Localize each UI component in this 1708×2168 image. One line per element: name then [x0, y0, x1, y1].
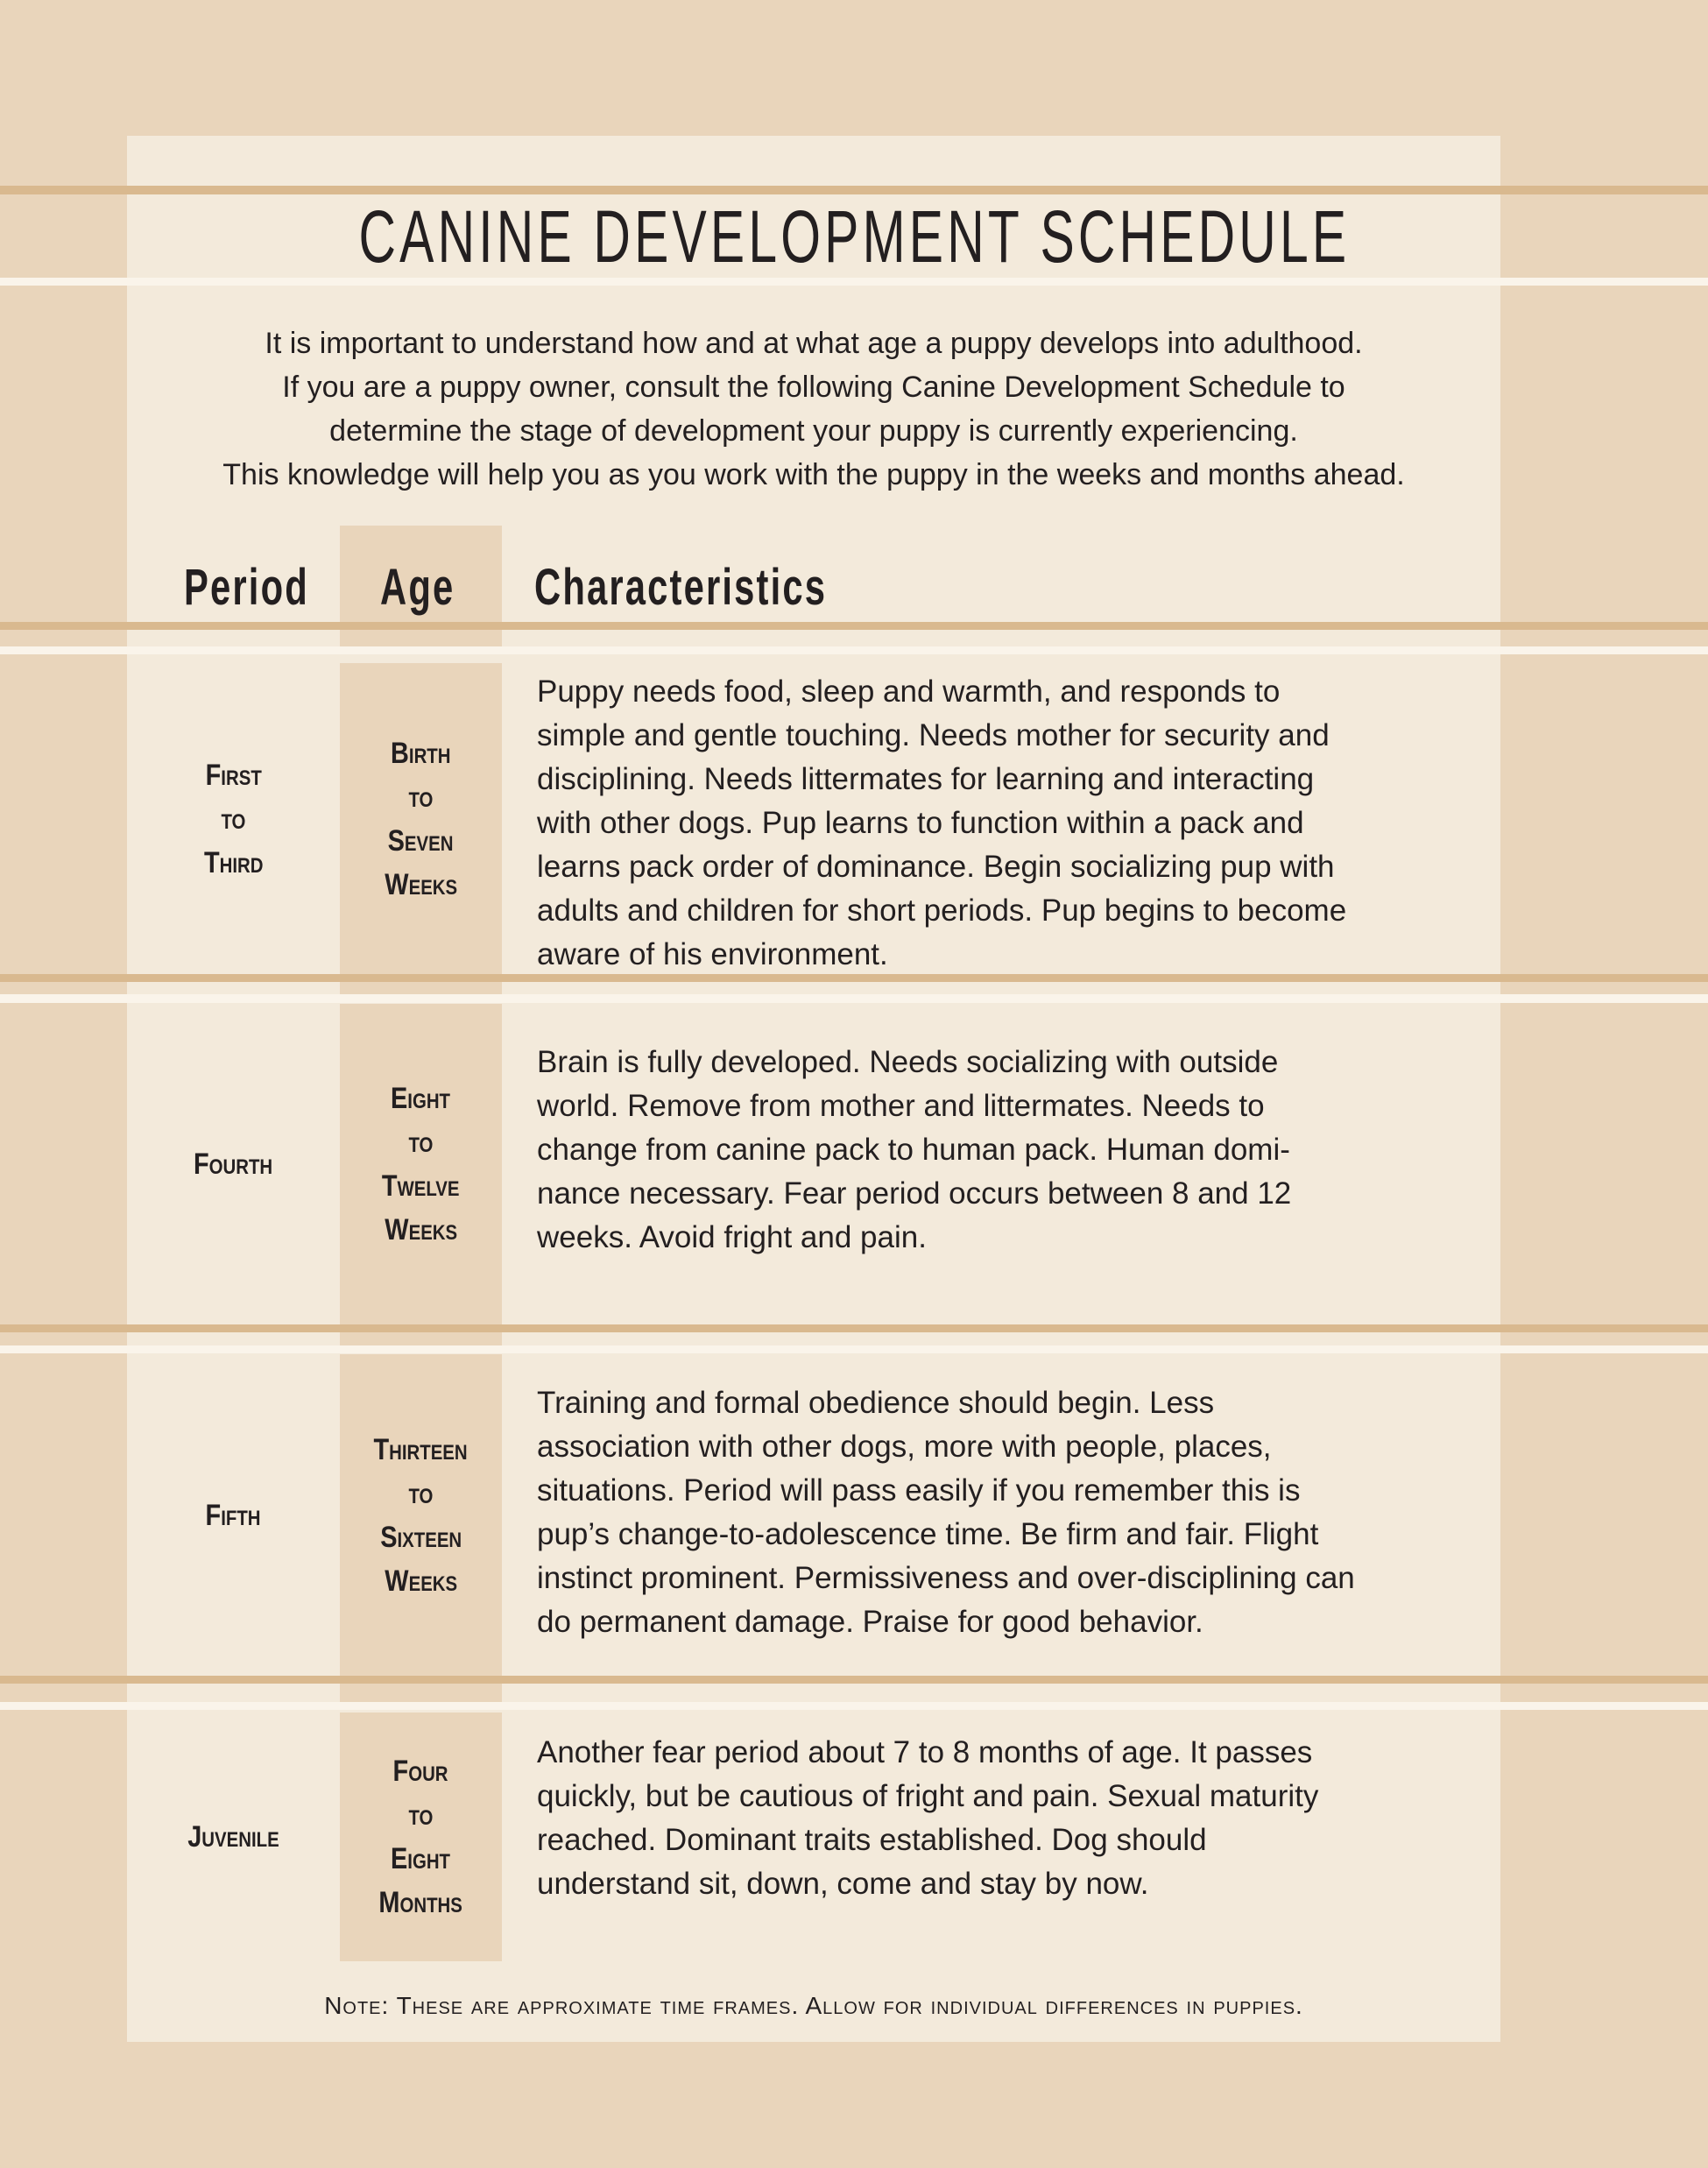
age-cell-line: Twelve	[382, 1169, 460, 1203]
header-characteristics: Characteristics	[534, 552, 941, 622]
row-rule	[0, 1324, 1708, 1332]
header-characteristics-label: Characteristics	[534, 558, 828, 616]
characteristics-line: weeks. Avoid fright and pain.	[537, 1220, 927, 1254]
age-cell-line: Birth	[391, 736, 451, 770]
characteristics-line: change from canine pack to human pack. H…	[537, 1133, 1290, 1167]
period-cell-line: Third	[203, 845, 264, 879]
table-row: Fourth Eight to Twelve Weeks Brain is fully d…	[0, 1004, 1708, 1324]
characteristics-line: do permanent damage. Praise for good beh…	[537, 1605, 1203, 1639]
age-cell-line: Thirteen	[373, 1432, 469, 1466]
age-cell-line: Weeks	[385, 867, 457, 901]
header-period-label: Period	[184, 558, 309, 616]
age-cell-line: to	[408, 1126, 434, 1159]
period-cell: Fifth	[127, 1354, 340, 1676]
characteristics-line: pup’s change-to-adolescence time. Be fir…	[537, 1517, 1319, 1551]
characteristics-line: instinct prominent. Permissiveness and o…	[537, 1561, 1355, 1595]
intro-paragraph: It is important to understand how and at…	[127, 321, 1500, 497]
age-cell-line: Four	[392, 1755, 448, 1788]
age-cell: Four to Eight Months	[340, 1713, 502, 1961]
footnote: Note: These are approximate time frames.…	[324, 1992, 1303, 2019]
table-row: Fifth Thirteen to Sixteen Weeks Training and …	[0, 1354, 1708, 1676]
characteristics-cell: Puppy needs food, sleep and warmth, and …	[537, 670, 1483, 977]
table-row: First to Third Birth to Seven Weeks Puppy needs…	[0, 663, 1708, 974]
age-column-shade	[340, 1354, 502, 1702]
characteristics-line: with other dogs. Pup learns to function …	[537, 806, 1304, 840]
header-age: Age	[380, 552, 484, 622]
period-cell-line: Fifth	[206, 1498, 261, 1532]
title-top-rule	[0, 186, 1708, 194]
age-cell-line: Weeks	[385, 1213, 457, 1246]
row-rule	[0, 1676, 1708, 1684]
age-cell-line: to	[408, 780, 434, 814]
age-cell-line: Seven	[388, 823, 454, 858]
characteristics-cell: Another fear period about 7 to 8 months …	[537, 1731, 1483, 1906]
age-column-shade	[340, 1004, 502, 1345]
age-cell: Eight to Twelve Weeks	[340, 1004, 502, 1324]
characteristics-cell: Training and formal obedience should beg…	[537, 1381, 1483, 1644]
title-bottom-rule	[0, 278, 1708, 286]
characteristics-line: aware of his environment.	[537, 937, 888, 971]
intro-line: This knowledge will help you as you work…	[222, 458, 1405, 491]
page-title: CANINE DEVELOPMENT SCHEDULE	[0, 194, 1708, 279]
age-cell-line: Months	[378, 1886, 463, 1919]
characteristics-line: Another fear period about 7 to 8 months …	[537, 1735, 1313, 1769]
characteristics-line: quickly, but be cautious of fright and p…	[537, 1779, 1319, 1813]
age-cell-line: Sixteen	[380, 1520, 462, 1554]
intro-line: It is important to understand how and at…	[265, 327, 1363, 360]
row-rule	[0, 974, 1708, 982]
characteristics-line: situations. Period will pass easily if y…	[537, 1473, 1301, 1508]
characteristics-line: disciplining. Needs littermates for lear…	[537, 762, 1315, 796]
row-rule-highlight	[0, 994, 1708, 1003]
characteristics-line: world. Remove from mother and littermate…	[537, 1089, 1265, 1123]
age-cell-line: Eight	[391, 1842, 451, 1875]
age-cell-line: Eight	[391, 1082, 451, 1115]
period-cell-line: Juvenile	[187, 1820, 279, 1854]
header-age-label: Age	[380, 558, 455, 616]
row-rule-highlight	[0, 1702, 1708, 1710]
intro-line: If you are a puppy owner, consult the fo…	[282, 371, 1345, 404]
table-row: Juvenile Four to Eight Months Another fear pe…	[0, 1713, 1708, 1961]
age-cell-line: to	[408, 1798, 434, 1832]
characteristics-line: Training and formal obedience should beg…	[537, 1386, 1215, 1420]
row-rule-highlight	[0, 1345, 1708, 1353]
period-cell: First to Third	[127, 663, 340, 974]
age-cell: Thirteen to Sixteen Weeks	[340, 1354, 502, 1676]
characteristics-line: adults and children for short periods. P…	[537, 893, 1347, 928]
age-cell: Birth to Seven Weeks	[340, 663, 502, 974]
header-rule-highlight	[0, 646, 1708, 654]
characteristics-line: association with other dogs, more with p…	[537, 1430, 1272, 1464]
period-cell: Fourth	[127, 1004, 340, 1324]
characteristics-line: simple and gentle touching. Needs mother…	[537, 718, 1330, 752]
period-cell-line: to	[221, 802, 246, 836]
age-cell-line: Weeks	[385, 1564, 457, 1598]
age-column-shade	[340, 1713, 502, 1961]
intro-line: determine the stage of development your …	[329, 414, 1298, 448]
characteristics-line: Puppy needs food, sleep and warmth, and …	[537, 674, 1281, 709]
characteristics-line: reached. Dominant traits established. Do…	[537, 1823, 1207, 1857]
age-cell-line: to	[408, 1476, 434, 1510]
period-cell: Juvenile	[127, 1713, 340, 1961]
header-period: Period	[184, 552, 358, 622]
header-rule	[0, 622, 1708, 630]
characteristics-line: understand sit, down, come and stay by n…	[537, 1867, 1149, 1901]
characteristics-cell: Brain is fully developed. Needs socializ…	[537, 1041, 1483, 1260]
characteristics-line: learns pack order of dominance. Begin so…	[537, 850, 1335, 884]
characteristics-line: nance necessary. Fear period occurs betw…	[537, 1176, 1292, 1211]
characteristics-line: Brain is fully developed. Needs socializ…	[537, 1045, 1279, 1079]
period-cell-line: Fourth	[194, 1148, 273, 1181]
age-column-shade	[340, 663, 502, 1003]
title-text: CANINE DEVELOPMENT SCHEDULE	[358, 195, 1350, 278]
period-cell-line: First	[205, 758, 262, 792]
